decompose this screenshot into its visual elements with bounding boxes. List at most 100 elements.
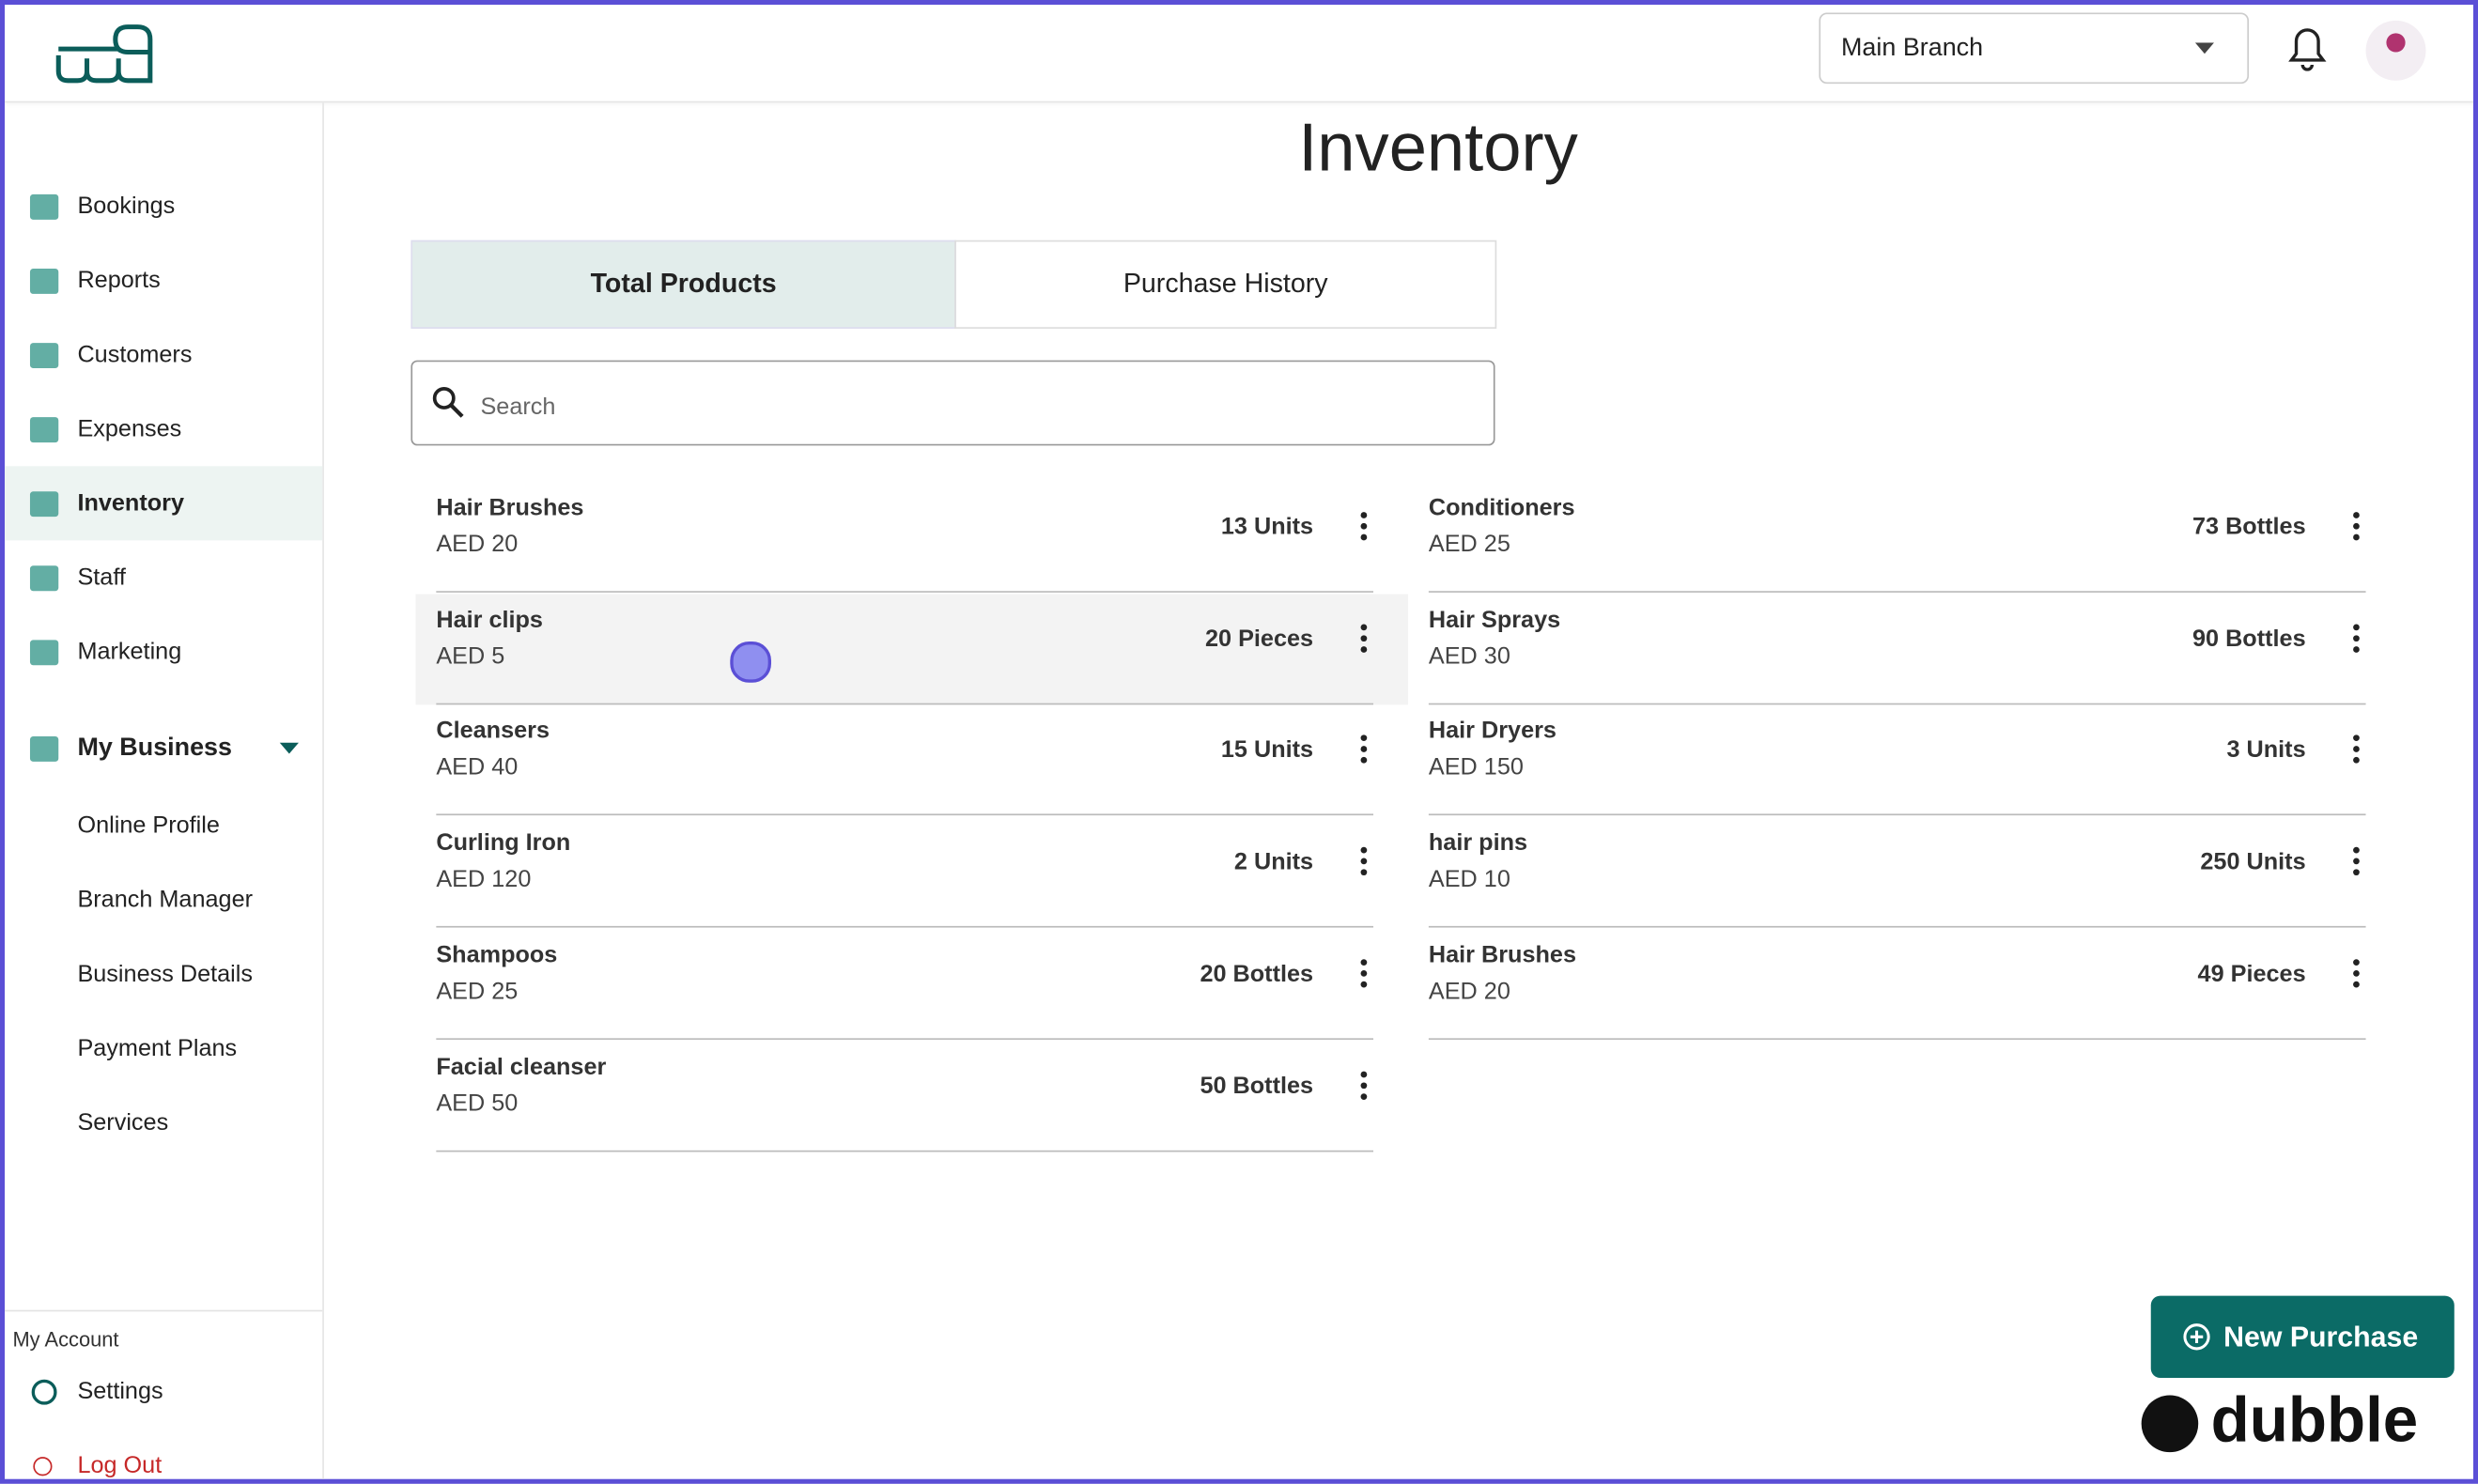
- product-name: Cleansers: [436, 718, 550, 746]
- nav-item[interactable]: Staff: [5, 540, 322, 614]
- product-row[interactable]: Curling Iron AED 120 2 Units: [415, 817, 1408, 928]
- sub-nav-item[interactable]: Payment Plans: [77, 1034, 238, 1062]
- product-row[interactable]: Hair Dryers AED 150 3 Units: [1408, 705, 2401, 816]
- product-quantity: 3 Units: [2226, 736, 2306, 765]
- nav-item[interactable]: Marketing: [5, 614, 322, 688]
- product-row[interactable]: Hair clips AED 5 20 Pieces: [415, 594, 1409, 704]
- search-placeholder: Search: [480, 393, 556, 421]
- nav-icon: [29, 639, 59, 665]
- more-menu[interactable]: [1360, 958, 1368, 992]
- more-menu[interactable]: [2353, 624, 2360, 657]
- row-divider: [436, 703, 1374, 704]
- branch-select[interactable]: Main Branch: [1819, 12, 2250, 85]
- product-name: hair pins: [1428, 829, 1528, 858]
- caret: [279, 742, 299, 754]
- product-price: AED 25: [436, 978, 519, 1005]
- product-price: AED 20: [436, 531, 519, 558]
- product-price: AED 10: [1428, 866, 1510, 893]
- more-menu[interactable]: [1360, 846, 1368, 880]
- search-box[interactable]: Search: [410, 360, 1495, 446]
- nav-icon: [29, 268, 59, 294]
- product-row[interactable]: Hair Sprays AED 30 90 Bottles: [1408, 594, 2401, 704]
- divider: [5, 1309, 323, 1312]
- nav-item[interactable]: Bookings: [5, 169, 322, 243]
- sub-nav-item[interactable]: Online Profile: [77, 812, 220, 840]
- nav-item[interactable]: Customers: [5, 317, 322, 392]
- product-row[interactable]: Cleansers AED 40 15 Units: [415, 705, 1408, 816]
- row-divider: [436, 1037, 1374, 1040]
- nav-item[interactable]: Reports: [5, 243, 322, 317]
- product-row[interactable]: Hair Brushes AED 20 49 Pieces: [1408, 929, 2401, 1040]
- sub-nav-item[interactable]: Services: [77, 1109, 169, 1136]
- new-purchase-button[interactable]: New Purchase: [2150, 1295, 2455, 1379]
- nav-item[interactable]: Expenses: [5, 392, 322, 466]
- sub-nav-item[interactable]: Branch Manager: [77, 886, 254, 914]
- avatar[interactable]: [2365, 20, 2426, 81]
- more-menu[interactable]: [1360, 624, 1368, 657]
- product-quantity: 13 Units: [1220, 513, 1314, 541]
- nav-icon: [29, 564, 59, 591]
- product-name: Hair Brushes: [436, 494, 584, 522]
- row-divider: [1428, 591, 2366, 593]
- more-menu[interactable]: [2353, 512, 2360, 545]
- product-name: Conditioners: [1428, 494, 1575, 522]
- product-price: AED 30: [1428, 642, 1510, 670]
- watermark-text: dubble: [2210, 1385, 2419, 1456]
- product-quantity: 73 Bottles: [2191, 513, 2306, 541]
- nav-label: My Business: [77, 734, 232, 762]
- product-name: Hair Sprays: [1428, 606, 1561, 634]
- sidebar: Bookings Reports Customers Expenses Inventor…: [5, 102, 324, 1479]
- row-divider: [436, 591, 1374, 593]
- more-menu[interactable]: [1360, 1070, 1368, 1104]
- nav-label: Reports: [77, 267, 161, 294]
- row-divider: [1428, 1037, 2366, 1040]
- search-icon: [432, 387, 464, 418]
- header: Main Branch: [5, 5, 2473, 103]
- product-row[interactable]: Conditioners AED 25 73 Bottles: [1408, 482, 2401, 593]
- nav-icon: [29, 490, 59, 517]
- product-quantity: 2 Units: [1233, 848, 1314, 876]
- bell-icon[interactable]: [2288, 27, 2327, 71]
- product-quantity: 250 Units: [2200, 848, 2306, 876]
- product-quantity: 20 Pieces: [1204, 625, 1314, 653]
- product-price: AED 120: [436, 866, 532, 893]
- tab[interactable]: Purchase History: [954, 240, 1497, 329]
- sub-nav-item[interactable]: Business Details: [77, 960, 254, 988]
- product-quantity: 90 Bottles: [2191, 625, 2306, 653]
- nav-icon: [29, 193, 59, 220]
- logout-link[interactable]: Log Out: [77, 1452, 163, 1479]
- row-divider: [436, 814, 1374, 816]
- product-name: Hair Brushes: [1428, 941, 1576, 968]
- settings-icon: [31, 1379, 57, 1405]
- more-menu[interactable]: [2353, 734, 2360, 768]
- nav-item[interactable]: Inventory: [5, 466, 323, 541]
- tab[interactable]: Total Products: [410, 240, 956, 329]
- product-quantity: 49 Pieces: [2197, 960, 2306, 988]
- logo: [55, 24, 153, 84]
- dropdown-arrow: [2194, 42, 2215, 54]
- more-menu[interactable]: [2353, 958, 2360, 992]
- nav-label: Customers: [77, 341, 193, 368]
- more-menu[interactable]: [1360, 734, 1368, 768]
- nav-item[interactable]: My Business: [5, 711, 322, 785]
- branch-label: Main Branch: [1840, 35, 1984, 62]
- product-quantity: 50 Bottles: [1200, 1072, 1314, 1100]
- product-row[interactable]: hair pins AED 10 250 Units: [1408, 817, 2401, 928]
- row-divider: [436, 1149, 1374, 1152]
- account-heading: My Account: [12, 1327, 119, 1352]
- nav-label: Staff: [77, 564, 126, 592]
- more-menu[interactable]: [1360, 512, 1368, 545]
- logout-icon: [33, 1457, 53, 1476]
- product-name: Shampoos: [436, 941, 558, 968]
- product-row[interactable]: Shampoos AED 25 20 Bottles: [415, 929, 1408, 1040]
- plus-icon: [2183, 1323, 2210, 1351]
- product-price: AED 150: [1428, 754, 1524, 781]
- more-menu[interactable]: [2353, 846, 2360, 880]
- product-row[interactable]: Hair Brushes AED 20 13 Units: [415, 482, 1408, 593]
- product-row[interactable]: Facial cleanser AED 50 50 Bottles: [415, 1041, 1408, 1152]
- product-price: AED 25: [1428, 531, 1510, 558]
- button-label: New Purchase: [2223, 1321, 2419, 1353]
- settings-link[interactable]: Settings: [77, 1378, 163, 1405]
- product-price: AED 5: [436, 642, 505, 670]
